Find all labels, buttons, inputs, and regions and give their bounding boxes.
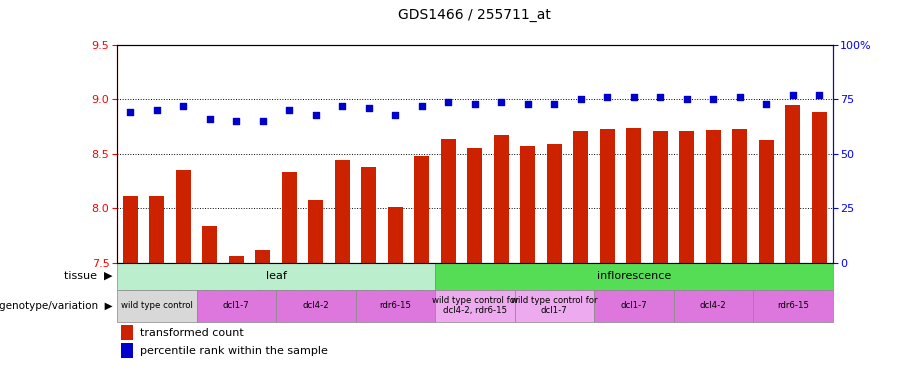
- Bar: [680, 131, 694, 262]
- Text: dcl1-7: dcl1-7: [620, 301, 647, 310]
- Point: [123, 110, 138, 116]
- Bar: [388, 207, 402, 262]
- Bar: [309, 200, 323, 262]
- Bar: [653, 131, 668, 262]
- Text: GDS1466 / 255711_at: GDS1466 / 255711_at: [399, 9, 551, 22]
- Bar: [435, 262, 832, 290]
- Bar: [573, 131, 588, 262]
- Bar: [256, 250, 270, 262]
- Point: [812, 92, 826, 98]
- Point: [520, 101, 535, 107]
- Point: [415, 103, 429, 109]
- Point: [176, 103, 191, 109]
- Text: wild type control for
dcl4-2, rdr6-15: wild type control for dcl4-2, rdr6-15: [431, 296, 518, 315]
- Point: [494, 99, 508, 105]
- Text: dcl1-7: dcl1-7: [223, 301, 249, 310]
- Bar: [121, 326, 133, 340]
- Point: [759, 101, 773, 107]
- Bar: [149, 196, 164, 262]
- Point: [626, 94, 641, 100]
- Bar: [786, 105, 800, 262]
- Bar: [494, 135, 508, 262]
- Bar: [733, 129, 747, 262]
- Text: wild type control for
dcl1-7: wild type control for dcl1-7: [511, 296, 598, 315]
- Bar: [812, 112, 826, 262]
- Text: tissue  ▶: tissue ▶: [64, 271, 112, 281]
- Bar: [520, 146, 535, 262]
- Point: [202, 116, 217, 122]
- Bar: [759, 140, 773, 262]
- Point: [680, 96, 694, 102]
- Bar: [362, 167, 376, 262]
- Bar: [467, 148, 482, 262]
- Bar: [706, 130, 721, 262]
- Text: genotype/variation  ▶: genotype/variation ▶: [0, 301, 112, 310]
- Point: [229, 118, 243, 124]
- Point: [441, 99, 455, 105]
- Point: [786, 92, 800, 98]
- Point: [309, 112, 323, 118]
- Point: [388, 112, 402, 118]
- Text: leaf: leaf: [266, 271, 286, 281]
- Bar: [594, 290, 673, 322]
- Text: wild type control: wild type control: [121, 301, 193, 310]
- Point: [600, 94, 615, 100]
- Point: [256, 118, 270, 124]
- Text: rdr6-15: rdr6-15: [777, 301, 809, 310]
- Point: [335, 103, 349, 109]
- Bar: [753, 290, 832, 322]
- Point: [706, 96, 720, 102]
- Point: [547, 101, 562, 107]
- Bar: [202, 226, 217, 262]
- Point: [653, 94, 668, 100]
- Bar: [276, 290, 356, 322]
- Bar: [673, 290, 753, 322]
- Bar: [515, 290, 594, 322]
- Point: [573, 96, 588, 102]
- Bar: [121, 344, 133, 358]
- Text: transformed count: transformed count: [140, 328, 244, 338]
- Text: percentile rank within the sample: percentile rank within the sample: [140, 346, 328, 356]
- Bar: [441, 139, 455, 262]
- Bar: [117, 262, 435, 290]
- Text: dcl4-2: dcl4-2: [302, 301, 329, 310]
- Bar: [435, 290, 515, 322]
- Text: rdr6-15: rdr6-15: [379, 301, 411, 310]
- Point: [468, 101, 482, 107]
- Bar: [335, 160, 349, 262]
- Bar: [626, 128, 641, 262]
- Point: [282, 107, 296, 113]
- Bar: [117, 290, 196, 322]
- Bar: [196, 290, 276, 322]
- Bar: [176, 170, 191, 262]
- Bar: [282, 172, 296, 262]
- Bar: [415, 156, 429, 262]
- Bar: [356, 290, 435, 322]
- Text: inflorescence: inflorescence: [597, 271, 670, 281]
- Bar: [123, 196, 138, 262]
- Bar: [600, 129, 615, 262]
- Point: [733, 94, 747, 100]
- Point: [149, 107, 164, 113]
- Text: dcl4-2: dcl4-2: [700, 301, 726, 310]
- Point: [362, 105, 376, 111]
- Bar: [229, 256, 244, 262]
- Bar: [547, 144, 562, 262]
